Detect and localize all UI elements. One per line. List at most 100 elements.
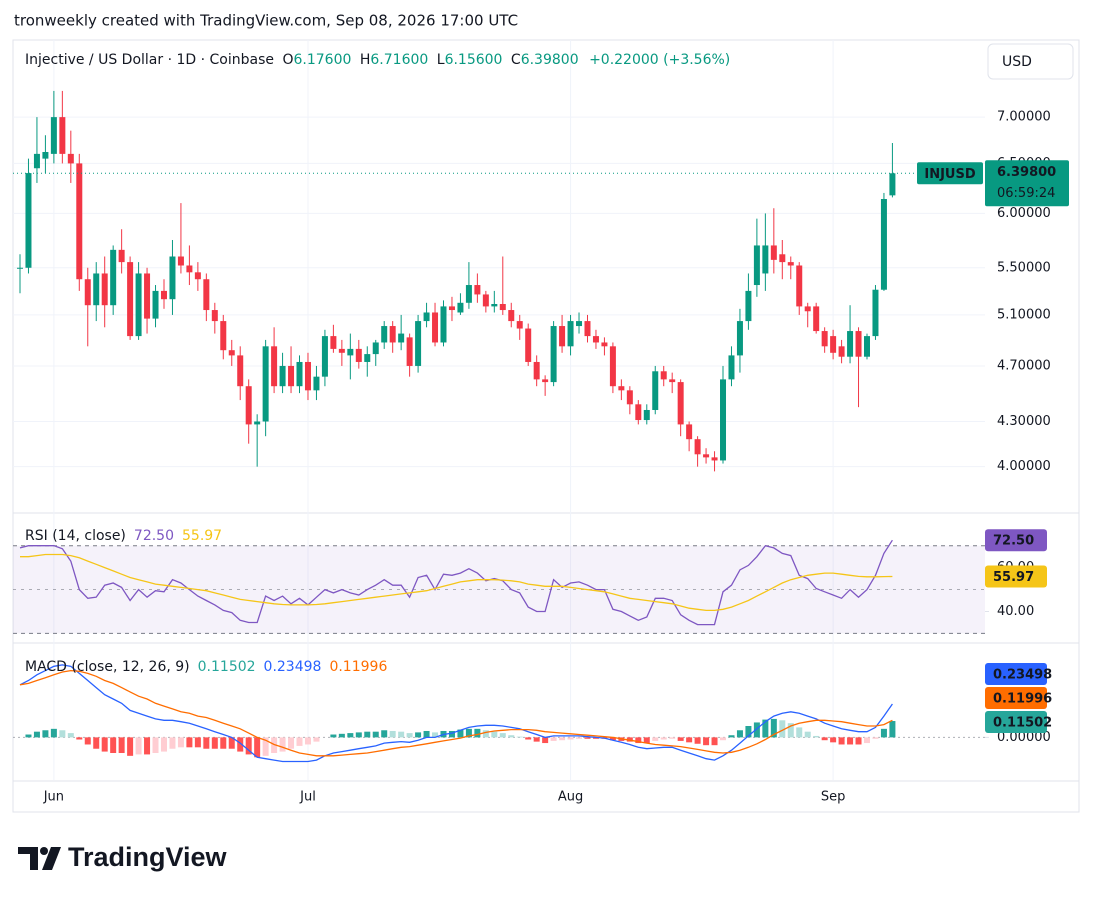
logo-mark: [42, 847, 61, 870]
field-label: L: [437, 52, 445, 68]
histogram-bar: [559, 737, 566, 741]
histogram-bar: [423, 730, 430, 738]
histogram-bar: [609, 737, 616, 741]
candle-body: [457, 302, 464, 313]
candle-body: [635, 404, 642, 421]
candle-body: [432, 312, 439, 343]
histogram-bar: [372, 731, 379, 738]
histogram-bar: [677, 737, 684, 741]
value-tag-label: 72.50: [993, 534, 1034, 549]
candle-body: [330, 336, 337, 349]
histogram-bar: [889, 721, 896, 738]
candle-body: [821, 331, 828, 347]
y-tick-label: 4.00000: [997, 459, 1051, 474]
candle-body: [703, 454, 710, 458]
histogram-bar: [880, 728, 887, 738]
candle-body: [872, 289, 879, 337]
change: +0.22000 (+3.56%): [589, 52, 730, 68]
histogram-bar: [626, 737, 633, 742]
field-label: H: [360, 52, 371, 68]
value-tag-label: 55.97: [993, 570, 1034, 585]
candle-body: [516, 321, 523, 329]
histogram-bar: [728, 735, 735, 738]
candle-body: [288, 365, 295, 387]
x-tick-label: Jul: [299, 790, 316, 805]
price-tag: [985, 160, 1069, 207]
candle-body: [406, 337, 413, 366]
candle-body: [67, 153, 74, 164]
histogram-bar: [711, 737, 718, 746]
histogram-bar: [652, 737, 659, 741]
histogram-bar: [186, 737, 193, 748]
candle-body: [372, 342, 379, 355]
histogram-bar: [118, 737, 125, 753]
candle-body: [59, 117, 66, 154]
histogram-bar: [770, 718, 777, 738]
histogram-bar: [245, 737, 252, 755]
legend: Injective / US Dollar · 1D · Coinbase O6…: [25, 52, 730, 68]
histogram-bar: [279, 737, 286, 752]
candle-body: [533, 361, 540, 380]
histogram-bar: [796, 727, 803, 738]
histogram-bar: [872, 737, 879, 739]
legend-value: 0.11502: [198, 659, 256, 675]
candle-body: [626, 390, 633, 405]
candle-body: [864, 336, 870, 357]
histogram-bar: [144, 737, 151, 755]
candle-body: [618, 386, 625, 391]
candle-body: [135, 273, 142, 337]
histogram-bar: [304, 737, 311, 745]
histogram-bar: [84, 737, 91, 745]
candle-body: [118, 249, 125, 263]
histogram-bar: [25, 734, 32, 738]
histogram-bar: [821, 737, 828, 741]
candle-body: [762, 245, 769, 274]
y-tick-label: 5.10000: [997, 307, 1051, 322]
histogram-bar: [567, 737, 574, 740]
candle-body: [855, 331, 862, 357]
histogram-bar: [432, 732, 439, 738]
histogram-bar: [804, 731, 811, 738]
candle-body: [160, 290, 167, 300]
histogram-bar: [855, 737, 862, 745]
histogram-bar: [482, 730, 489, 738]
candle-body: [474, 285, 481, 295]
candle-body: [186, 265, 193, 273]
currency-button[interactable]: [987, 43, 1074, 80]
candle-body: [753, 245, 760, 286]
candle-body: [482, 294, 489, 307]
histogram-bar: [550, 737, 557, 741]
histogram-bar: [203, 737, 210, 749]
candle-body: [550, 326, 557, 383]
candle-body: [152, 290, 159, 319]
field-value: 6.15600: [445, 52, 503, 68]
histogram-bar: [448, 730, 455, 738]
histogram-bar: [533, 737, 540, 742]
histogram-bar: [813, 735, 820, 738]
histogram-bar: [465, 728, 472, 738]
histogram-bar: [635, 737, 642, 744]
histogram-bar: [736, 730, 743, 738]
candle-body: [127, 262, 134, 337]
candle-body: [567, 321, 574, 347]
histogram-bar: [398, 731, 405, 738]
candle-body: [321, 336, 328, 377]
histogram-bar: [542, 737, 549, 744]
currency[interactable]: USD: [1002, 54, 1032, 70]
candle-body: [643, 409, 650, 421]
candle-body: [84, 279, 91, 306]
candle-body: [804, 306, 811, 312]
candle-body: [542, 379, 549, 383]
candle-body: [228, 350, 235, 356]
histogram-bar: [847, 737, 854, 745]
histogram-bar: [228, 737, 235, 749]
candle-body: [93, 273, 100, 306]
candle-body: [211, 310, 218, 322]
histogram-bar: [254, 737, 261, 758]
candle-body: [559, 326, 566, 347]
histogram-bar: [499, 733, 506, 738]
candle-body: [491, 303, 498, 307]
histogram-bar: [660, 737, 667, 740]
histogram-bar: [50, 728, 57, 738]
brand: TradingView: [68, 842, 228, 872]
